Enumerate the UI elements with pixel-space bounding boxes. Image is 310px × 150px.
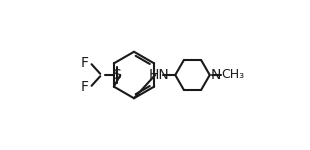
Text: F: F <box>81 80 89 94</box>
Text: CH₃: CH₃ <box>222 69 245 81</box>
Text: F: F <box>81 56 89 70</box>
Text: S: S <box>112 68 121 82</box>
Text: HN: HN <box>148 68 169 82</box>
Text: N: N <box>210 68 221 82</box>
